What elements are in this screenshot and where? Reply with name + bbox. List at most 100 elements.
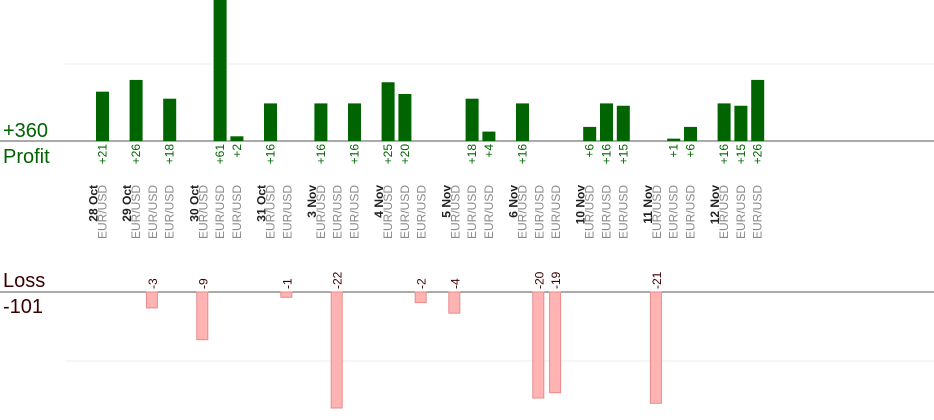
date-label: 29 Oct: [120, 185, 134, 222]
pair-label: EUR/USD: [348, 185, 362, 239]
profit-bar: [667, 138, 681, 141]
pair-label: EUR/USD: [96, 185, 110, 239]
profit-bar: [684, 126, 697, 141]
pair-label: EUR/USD: [549, 185, 563, 239]
pair-label: EUR/USD: [650, 185, 664, 239]
date-label: 5 Nov: [439, 185, 453, 218]
profit-bar: [129, 79, 143, 141]
pair-label: EUR/USD: [196, 185, 210, 239]
profit-value-label: +16: [314, 144, 328, 165]
pair-label: EUR/USD: [448, 185, 462, 239]
profit-value-label: +61: [213, 144, 227, 165]
value-labels: +21 +26 -3 +18 -9 +61 +2 +16 -1 +16 -22 +16 +25 +20 -2…: [96, 144, 765, 289]
pair-label: EUR/USD: [616, 185, 630, 239]
loss-bars: [145, 291, 662, 409]
pair-label: EUR/USD: [213, 185, 227, 239]
pair-label: EUR/USD: [264, 185, 278, 239]
pair-label: EUR/USD: [465, 185, 479, 239]
profit-value-label: +16: [348, 144, 362, 165]
profit-bar: [465, 98, 479, 141]
date-label: 12 Nov: [708, 185, 722, 225]
pair-label: EUR/USD: [398, 185, 412, 239]
profit-value-label: +6: [583, 144, 597, 158]
profit-bars: [96, 0, 765, 141]
pair-label: EUR/USD: [751, 185, 765, 239]
profit-value-label: +6: [684, 144, 698, 158]
pair-label: EUR/USD: [415, 185, 429, 239]
profit-value-label: +21: [96, 144, 110, 165]
profit-bar: [264, 103, 277, 141]
profit-bar: [583, 126, 597, 141]
loss-total: -101: [3, 296, 43, 318]
loss-bar: [145, 291, 158, 309]
pair-label: EUR/USD: [163, 185, 177, 239]
profit-total: +360: [3, 120, 48, 142]
date-label: 6 Nov: [507, 185, 521, 218]
profit-bar: [213, 0, 227, 141]
pair-label: EUR/USD: [717, 185, 731, 239]
pair-label: EUR/USD: [314, 185, 328, 239]
profit-value-label: +26: [751, 144, 765, 165]
profit-bar: [96, 91, 109, 141]
profit-bar: [381, 82, 395, 141]
loss-bar: [330, 291, 343, 409]
loss-bar: [280, 291, 293, 298]
profit-value-label: +25: [381, 144, 395, 165]
pair-label: EUR/USD: [482, 185, 496, 239]
pair-label: EUR/USD: [516, 185, 530, 239]
profit-value-label: +16: [600, 144, 614, 165]
profit-value-label: +15: [734, 144, 748, 165]
profit-bar: [616, 105, 630, 141]
pair-label: EUR/USD: [600, 185, 614, 239]
loss-value-label: -2: [415, 278, 429, 289]
date-label: 30 Oct: [187, 185, 201, 222]
profit-bar: [516, 103, 529, 141]
loss-value-label: -9: [196, 278, 210, 289]
pair-label: EUR/USD: [331, 185, 345, 239]
loss-bar: [196, 291, 209, 341]
loss-value-label: -21: [650, 271, 664, 289]
date-label: 11 Nov: [641, 185, 655, 224]
profit-bar: [348, 103, 361, 141]
pair-label: EUR/USD: [129, 185, 143, 239]
loss-bar: [414, 291, 427, 304]
pair-label: EUR/USD: [146, 185, 160, 239]
pair-label: EUR/USD: [532, 185, 546, 239]
profit-bar: [163, 98, 177, 141]
date-label: 28 Oct: [87, 185, 101, 222]
loss-value-label: -22: [331, 271, 345, 289]
profit-value-label: +16: [717, 144, 731, 165]
profit-bar: [751, 79, 765, 141]
loss-bar: [549, 291, 562, 394]
profit-bar: [482, 131, 496, 141]
profit-bar: [230, 136, 244, 141]
profit-bar: [734, 105, 748, 141]
profit-value-label: +2: [230, 144, 244, 158]
pair-label: EUR/USD: [667, 185, 681, 239]
date-label: 3 Nov: [305, 185, 319, 218]
loss-bar: [649, 291, 662, 404]
loss-value-label: -3: [146, 278, 160, 289]
pair-label: EUR/USD: [583, 185, 597, 239]
profit-value-label: +16: [264, 144, 278, 165]
profit-value-label: +16: [516, 144, 530, 165]
profit-value-label: +1: [667, 144, 681, 158]
profit-bar: [717, 103, 731, 141]
date-label: 31 Oct: [255, 185, 269, 222]
loss-value-label: -19: [549, 271, 563, 289]
loss-bar: [532, 291, 545, 399]
profit-value-label: +4: [482, 144, 496, 158]
pair-label: EUR/USD: [381, 185, 395, 239]
loss-value-label: -1: [280, 278, 294, 289]
profit-value-label: +15: [616, 144, 630, 165]
profit-value-label: +26: [129, 144, 143, 165]
profit-value-label: +20: [398, 144, 412, 165]
profit-bar: [398, 94, 412, 141]
profit-value-label: +18: [163, 144, 177, 165]
pair-label: EUR/USD: [230, 185, 244, 239]
loss-label: Loss: [3, 270, 45, 292]
date-label: 10 Nov: [574, 185, 588, 225]
profit-bar: [600, 103, 613, 141]
profit-bar: [314, 103, 328, 141]
